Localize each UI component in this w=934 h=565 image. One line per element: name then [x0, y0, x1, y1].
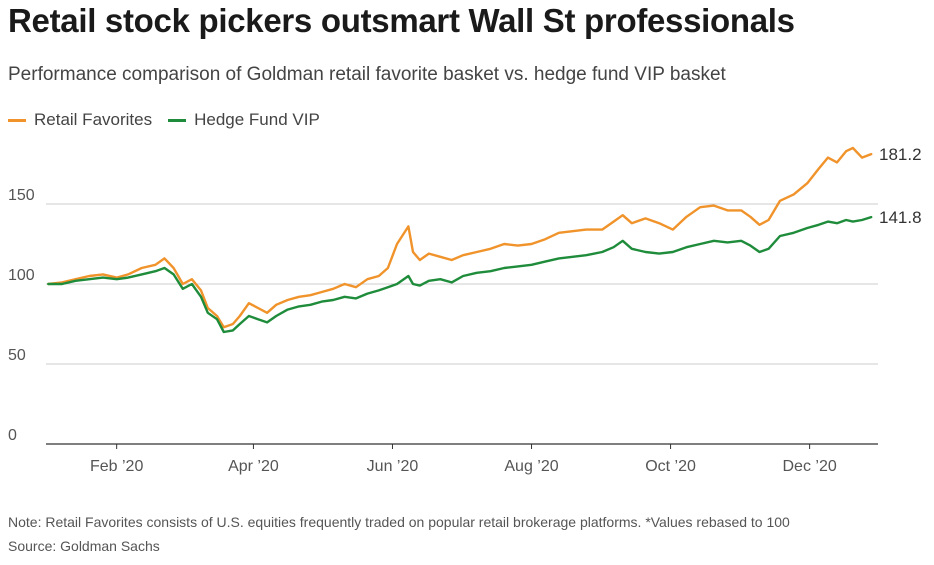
- line-chart: 0 50 100 150 Feb ’20 Apr ’20 Jun ’20 Aug ’20 Oct…: [8, 145, 922, 475]
- x-tick-label-3: Aug ’20: [504, 458, 558, 475]
- chart-source: Source: Goldman Sachs: [8, 538, 160, 554]
- legend-item-retail: Retail Favorites: [8, 110, 152, 130]
- chart-title: Retail stock pickers outsmart Wall St pr…: [8, 2, 795, 39]
- end-label-retail-favorites: 181.2: [879, 145, 922, 164]
- legend-swatch-retail: [8, 118, 26, 122]
- series-line-retail-favorites: [47, 146, 873, 329]
- legend-label-retail: Retail Favorites: [34, 110, 153, 129]
- series-line-hedge-fund-vip: [47, 215, 873, 334]
- legend-item-hedge: Hedge Fund VIP: [168, 110, 320, 130]
- x-tick-label-1: Apr ’20: [228, 458, 279, 475]
- legend-label-hedge: Hedge Fund VIP: [194, 110, 320, 129]
- y-tick-label-50: 50: [8, 347, 26, 364]
- chart-subtitle: Performance comparison of Goldman retail…: [8, 64, 726, 85]
- x-tick-label-5: Dec ’20: [782, 458, 836, 475]
- chart-note: Note: Retail Favorites consists of U.S. …: [8, 514, 790, 530]
- end-label-hedge-fund-vip: 141.8: [879, 208, 922, 227]
- x-tick-label-2: Jun ’20: [367, 458, 419, 475]
- y-tick-label-150: 150: [8, 187, 35, 204]
- x-tick-label-0: Feb ’20: [90, 458, 143, 475]
- y-tick-label-100: 100: [8, 267, 35, 284]
- x-tick-label-4: Oct ’20: [645, 458, 696, 475]
- legend: Retail Favorites Hedge Fund VIP: [8, 108, 336, 132]
- y-tick-label-0: 0: [8, 427, 17, 444]
- legend-swatch-hedge: [168, 118, 187, 122]
